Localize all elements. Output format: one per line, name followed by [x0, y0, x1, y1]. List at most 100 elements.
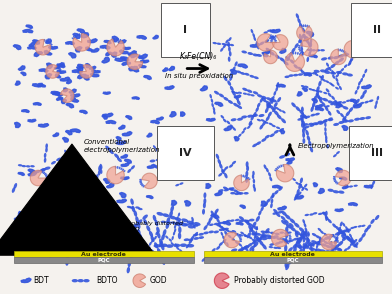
- Ellipse shape: [138, 208, 143, 210]
- Ellipse shape: [43, 246, 49, 250]
- Ellipse shape: [233, 189, 238, 193]
- Ellipse shape: [54, 191, 60, 194]
- Ellipse shape: [76, 246, 83, 250]
- Ellipse shape: [262, 237, 268, 240]
- Ellipse shape: [224, 166, 229, 170]
- Ellipse shape: [239, 237, 242, 239]
- Polygon shape: [112, 36, 118, 42]
- Ellipse shape: [273, 209, 278, 213]
- Ellipse shape: [296, 254, 301, 260]
- Ellipse shape: [165, 222, 169, 229]
- Ellipse shape: [142, 58, 144, 60]
- Ellipse shape: [314, 96, 317, 101]
- Ellipse shape: [65, 153, 70, 156]
- Ellipse shape: [325, 135, 327, 140]
- Ellipse shape: [275, 54, 280, 59]
- Polygon shape: [103, 178, 110, 183]
- Ellipse shape: [299, 183, 302, 186]
- Ellipse shape: [278, 241, 283, 243]
- Ellipse shape: [316, 93, 320, 99]
- Ellipse shape: [338, 241, 343, 246]
- Ellipse shape: [51, 182, 56, 185]
- Wedge shape: [257, 34, 274, 51]
- Ellipse shape: [343, 229, 347, 232]
- Text: Au electrode: Au electrode: [270, 252, 315, 257]
- Polygon shape: [121, 155, 127, 158]
- Ellipse shape: [265, 228, 270, 234]
- Ellipse shape: [348, 238, 353, 243]
- Ellipse shape: [305, 240, 309, 246]
- Ellipse shape: [333, 154, 337, 157]
- Ellipse shape: [232, 230, 236, 233]
- Ellipse shape: [286, 56, 290, 61]
- Polygon shape: [200, 86, 207, 91]
- Ellipse shape: [262, 244, 267, 250]
- Ellipse shape: [109, 196, 113, 200]
- Ellipse shape: [377, 96, 379, 101]
- Ellipse shape: [302, 230, 307, 236]
- Ellipse shape: [218, 189, 224, 192]
- Ellipse shape: [93, 231, 98, 236]
- Wedge shape: [276, 164, 294, 182]
- Ellipse shape: [219, 163, 223, 169]
- Polygon shape: [78, 64, 84, 68]
- Ellipse shape: [111, 201, 115, 204]
- Polygon shape: [57, 64, 65, 68]
- Polygon shape: [120, 193, 126, 198]
- Ellipse shape: [358, 225, 362, 228]
- Ellipse shape: [284, 240, 289, 243]
- Ellipse shape: [213, 110, 216, 115]
- Ellipse shape: [111, 39, 113, 41]
- Ellipse shape: [346, 236, 350, 240]
- Ellipse shape: [319, 122, 324, 125]
- Ellipse shape: [116, 225, 122, 229]
- Ellipse shape: [135, 244, 139, 248]
- Ellipse shape: [296, 189, 300, 195]
- Polygon shape: [169, 66, 174, 71]
- Ellipse shape: [114, 153, 119, 158]
- Ellipse shape: [350, 56, 354, 61]
- Ellipse shape: [39, 235, 42, 240]
- Ellipse shape: [321, 57, 327, 61]
- Ellipse shape: [38, 240, 41, 245]
- Ellipse shape: [181, 218, 188, 222]
- Ellipse shape: [243, 93, 247, 95]
- Ellipse shape: [275, 242, 280, 245]
- Text: In situ preoxidation: In situ preoxidation: [165, 72, 233, 78]
- Ellipse shape: [328, 118, 333, 121]
- Polygon shape: [15, 81, 20, 85]
- Ellipse shape: [65, 259, 69, 266]
- Ellipse shape: [310, 33, 313, 38]
- Ellipse shape: [78, 238, 80, 242]
- Ellipse shape: [331, 70, 334, 74]
- Ellipse shape: [47, 40, 49, 43]
- Ellipse shape: [247, 115, 253, 118]
- Polygon shape: [206, 184, 211, 188]
- Ellipse shape: [40, 168, 46, 172]
- Ellipse shape: [288, 247, 293, 252]
- Ellipse shape: [272, 212, 278, 215]
- Ellipse shape: [356, 40, 357, 43]
- Ellipse shape: [335, 181, 338, 183]
- Ellipse shape: [302, 128, 305, 134]
- Ellipse shape: [365, 69, 367, 73]
- Ellipse shape: [246, 166, 249, 171]
- Ellipse shape: [361, 47, 364, 49]
- Ellipse shape: [69, 226, 74, 229]
- Ellipse shape: [358, 168, 363, 172]
- Ellipse shape: [24, 222, 27, 226]
- Polygon shape: [69, 53, 76, 58]
- Ellipse shape: [311, 49, 316, 51]
- Ellipse shape: [213, 212, 217, 217]
- Ellipse shape: [342, 251, 346, 255]
- Ellipse shape: [221, 115, 224, 119]
- Ellipse shape: [121, 240, 126, 243]
- Ellipse shape: [309, 213, 314, 216]
- Ellipse shape: [81, 33, 82, 36]
- Ellipse shape: [328, 67, 332, 71]
- Polygon shape: [118, 40, 126, 44]
- Ellipse shape: [309, 88, 313, 91]
- Ellipse shape: [346, 235, 350, 240]
- Ellipse shape: [125, 240, 130, 243]
- Ellipse shape: [255, 231, 257, 235]
